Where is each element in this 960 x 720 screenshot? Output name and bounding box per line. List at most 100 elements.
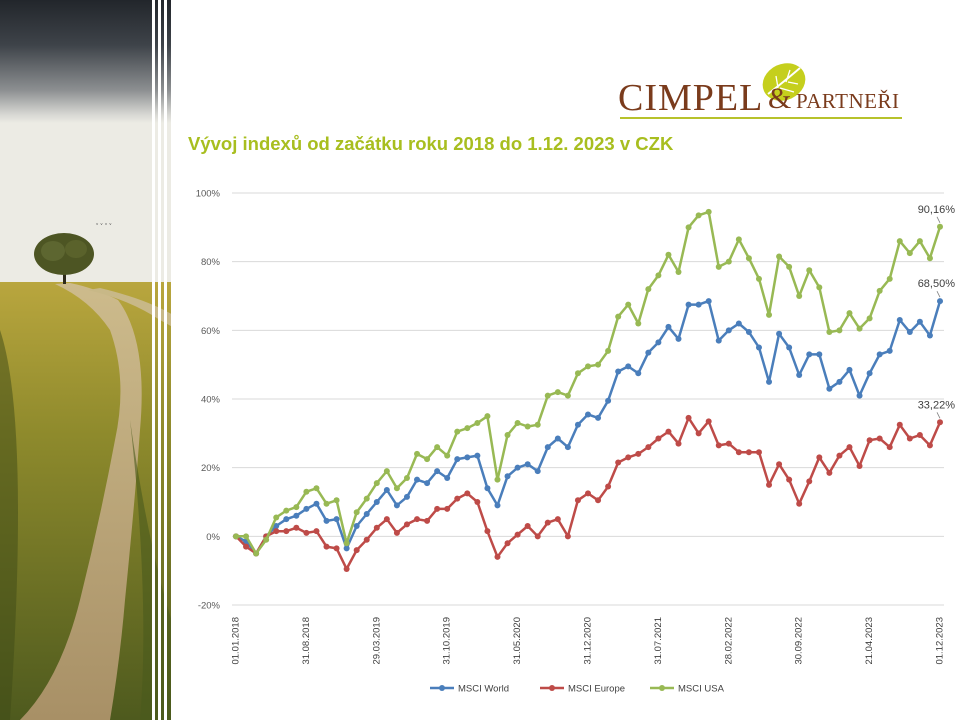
data-point (695, 301, 702, 308)
index-performance-chart: -20% 0% 20% 40% 60% 80% 100% 01.01.2018 31.08.20… (196, 189, 956, 695)
data-point (464, 490, 471, 497)
y-tick-label: 20% (201, 463, 221, 474)
data-point (504, 432, 511, 439)
data-point (293, 504, 300, 511)
y-tick-label: 0% (206, 532, 220, 543)
data-point (383, 516, 390, 523)
data-point (796, 500, 803, 507)
y-tick-label: 40% (201, 395, 221, 406)
data-point (414, 516, 421, 523)
data-point (424, 456, 431, 463)
data-point (906, 250, 913, 257)
data-point (926, 255, 933, 262)
data-point (474, 499, 481, 505)
data-point (313, 500, 320, 507)
data-point (514, 420, 521, 427)
data-point (745, 329, 752, 336)
data-point (323, 500, 330, 507)
data-point (554, 516, 561, 523)
data-point (675, 268, 682, 275)
data-point (725, 440, 732, 447)
data-point (816, 351, 823, 358)
logo-ampersand: & (768, 82, 791, 115)
data-point (786, 263, 793, 270)
data-point (554, 435, 561, 442)
data-point (926, 442, 933, 449)
data-point (293, 524, 300, 531)
data-point (886, 444, 893, 451)
data-point (695, 430, 702, 437)
x-tick-label: 28.02.2022 (723, 617, 734, 665)
data-point (786, 344, 793, 351)
data-point (916, 432, 923, 439)
data-point (605, 347, 612, 354)
series-msci-europe (233, 414, 943, 572)
data-point (353, 523, 360, 530)
data-point (685, 224, 692, 231)
data-point (243, 543, 250, 550)
data-point (363, 495, 370, 502)
data-point (786, 476, 793, 483)
data-point (655, 435, 662, 442)
data-point (514, 464, 521, 471)
data-point (735, 236, 742, 243)
data-point (675, 440, 682, 447)
data-point (434, 505, 441, 512)
data-point (233, 533, 239, 540)
logo-partners: PARTNEŘI (796, 89, 899, 113)
data-point (846, 366, 853, 373)
data-point (544, 392, 551, 399)
data-point (836, 378, 843, 385)
data-point (323, 517, 330, 524)
series-line (235, 299, 942, 555)
data-point (494, 502, 501, 509)
data-point (836, 327, 843, 334)
data-point (846, 444, 853, 451)
data-point (464, 454, 471, 461)
data-point (685, 414, 692, 421)
data-point (755, 275, 762, 282)
end-value-label: 33,22% (918, 399, 956, 411)
data-point (625, 454, 632, 461)
data-point (484, 528, 491, 535)
data-point (645, 444, 652, 451)
data-point (303, 529, 310, 536)
data-point (524, 423, 531, 430)
data-point (474, 452, 481, 459)
data-point (645, 349, 652, 356)
legend-marker (659, 685, 665, 691)
data-point (564, 392, 571, 399)
data-point (494, 553, 501, 560)
data-point (705, 208, 712, 215)
data-point (444, 474, 451, 481)
series-msci-usa (233, 208, 943, 557)
x-tick-label: 31.10.2019 (442, 617, 453, 665)
data-point (414, 476, 421, 483)
data-point (454, 495, 461, 502)
data-point (745, 255, 752, 262)
data-point (534, 533, 541, 540)
data-point (343, 540, 350, 547)
legend-marker (439, 685, 445, 691)
data-point (725, 258, 732, 265)
data-point (685, 301, 692, 308)
data-point (484, 413, 491, 420)
data-point (373, 524, 380, 531)
data-point (585, 363, 591, 370)
logo-name: CIMPEL (618, 77, 763, 119)
x-tick-label: 31.07.2021 (653, 617, 664, 665)
data-point (474, 420, 481, 427)
data-point (323, 543, 330, 550)
data-point (253, 550, 260, 557)
data-point (937, 223, 943, 230)
data-point (283, 516, 290, 523)
data-point (866, 437, 873, 444)
data-point (454, 456, 461, 463)
data-point (303, 505, 310, 512)
data-point (926, 332, 933, 339)
data-point (313, 528, 320, 535)
data-point (343, 565, 350, 572)
data-point (715, 263, 722, 270)
y-tick-label: -20% (198, 601, 221, 612)
data-point (534, 421, 541, 428)
